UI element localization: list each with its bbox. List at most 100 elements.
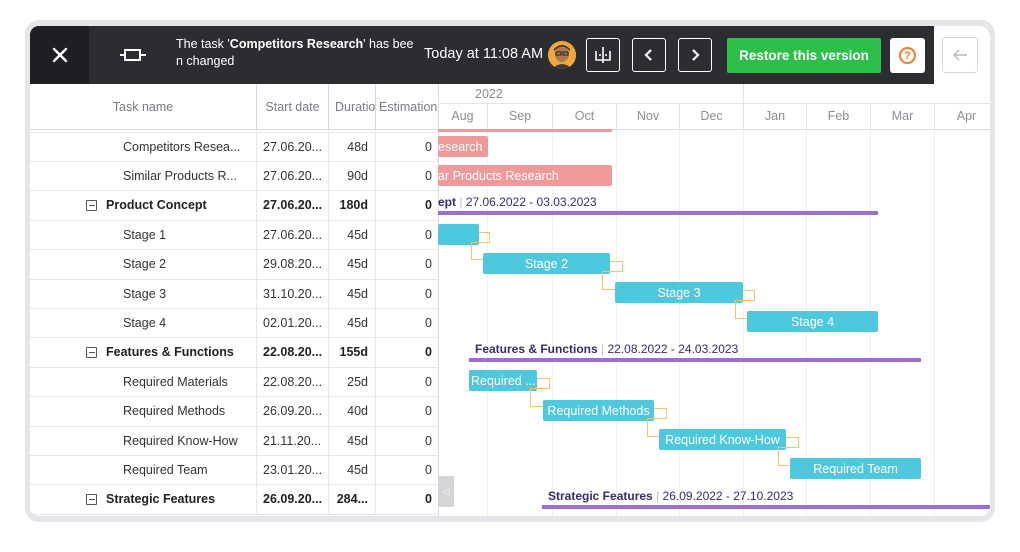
task-bar-competitors-research[interactable]: esearch	[438, 136, 488, 157]
duration-cell[interactable]: 284...	[329, 484, 376, 514]
duration-cell[interactable]: 25d	[329, 367, 376, 397]
task-grid: Task name Start date Duration Estimation…	[30, 84, 439, 516]
start-date-cell[interactable]: 27.06.20...	[257, 161, 329, 191]
grid-collapse-handle[interactable]: ◁	[438, 476, 454, 507]
duration-cell[interactable]: 45d	[329, 426, 376, 455]
duration-cell[interactable]: 40d	[329, 396, 376, 426]
estimation-cell[interactable]: 0	[425, 492, 432, 507]
duration-cell[interactable]: 45d	[329, 249, 376, 279]
start-date-cell[interactable]: 22.08.20...	[257, 337, 329, 367]
column-start-date[interactable]: Start date	[257, 84, 329, 129]
grid-row[interactable]: Stage 1 27.06.20... 45d 0	[30, 220, 438, 251]
duration-cell[interactable]: 155d	[329, 337, 376, 367]
grid-header: Task name Start date Duration Estimation	[30, 84, 438, 130]
partial-row	[30, 129, 438, 133]
task-bar-required-materials[interactable]: Required ...	[469, 370, 537, 391]
task-name-cell[interactable]: Features & Functions	[30, 337, 257, 367]
start-date-cell[interactable]: 26.09.20...	[257, 484, 329, 514]
start-date-cell[interactable]: 22.08.20...	[257, 367, 329, 397]
grid-row[interactable]: Strategic Features 26.09.20... 284... 0	[30, 484, 438, 515]
compare-toggle-button[interactable]	[586, 38, 620, 72]
close-button[interactable]	[30, 26, 89, 84]
summary-bar-product-concept[interactable]	[438, 211, 878, 215]
estimation-cell[interactable]: 0	[425, 139, 432, 154]
grid-row[interactable]: Stage 4 02.01.20... 45d 0	[30, 308, 438, 339]
help-button[interactable]: ?	[890, 38, 925, 73]
column-estimation[interactable]: Estimation	[379, 99, 438, 114]
task-name-cell[interactable]: Required Know-How	[30, 426, 257, 455]
duration-cell[interactable]: 45d	[329, 308, 376, 338]
grid-row[interactable]: Similar Products R... 27.06.20... 90d 0	[30, 161, 438, 192]
task-name-cell[interactable]: Competitors Resea...	[30, 132, 257, 161]
task-name-cell[interactable]: Required Methods	[30, 396, 257, 426]
start-date-cell[interactable]: 23.01.20...	[257, 455, 329, 485]
start-date-cell[interactable]: 27.06.20...	[257, 132, 329, 161]
grid-row[interactable]: Required Team 23.01.20... 45d 0	[30, 455, 438, 486]
task-bar-similar-products-research[interactable]: ar Products Research	[438, 165, 612, 186]
duration-cell[interactable]: 45d	[329, 455, 376, 485]
start-date-cell[interactable]: 27.06.20...	[257, 220, 329, 250]
estimation-cell[interactable]: 0	[425, 198, 432, 213]
task-bar-partial[interactable]	[438, 129, 612, 132]
task-name-cell[interactable]: Stage 2	[30, 249, 257, 279]
duration-cell[interactable]: 180d	[329, 190, 376, 220]
grid-row[interactable]: Stage 3 31.10.20... 45d 0	[30, 279, 438, 309]
estimation-cell[interactable]: 0	[425, 315, 432, 330]
duration-cell[interactable]: 90d	[329, 161, 376, 191]
estimation-cell[interactable]: 0	[425, 286, 432, 301]
estimation-cell[interactable]: 0	[425, 462, 432, 477]
task-name-cell[interactable]: Stage 1	[30, 220, 257, 250]
task-name-cell[interactable]: Stage 3	[30, 279, 257, 308]
grid-row[interactable]: Required Methods 26.09.20... 40d 0	[30, 396, 438, 427]
task-bar-required-know-how[interactable]: Required Know-How	[659, 429, 786, 450]
grid-row[interactable]: Stage 2 29.08.20... 45d 0	[30, 249, 438, 280]
task-bar-stage-1[interactable]	[438, 224, 479, 245]
estimation-cell[interactable]: 0	[425, 227, 432, 242]
previous-version-button[interactable]	[632, 38, 666, 72]
start-date-cell[interactable]: 21.11.20...	[257, 426, 329, 455]
start-date-cell[interactable]: 26.09.20...	[257, 396, 329, 426]
estimation-cell[interactable]: 0	[425, 433, 432, 448]
estimation-cell[interactable]: 0	[425, 374, 432, 389]
task-name-cell[interactable]: Strategic Features	[30, 484, 257, 514]
dependency-link	[786, 437, 799, 447]
task-name-cell[interactable]: Similar Products R...	[30, 161, 257, 191]
estimation-cell[interactable]: 0	[425, 404, 432, 419]
start-date-cell[interactable]: 02.01.20...	[257, 308, 329, 338]
task-name-cell[interactable]: Product Concept	[30, 190, 257, 220]
collapse-toggle-icon[interactable]	[86, 493, 97, 505]
start-date-cell[interactable]: 27.06.20...	[257, 190, 329, 220]
column-duration[interactable]: Duration	[329, 84, 376, 129]
task-name-cell[interactable]: Required Materials	[30, 367, 257, 397]
collapse-toggle-icon[interactable]	[86, 346, 97, 358]
summary-bar-features-functions[interactable]	[469, 358, 921, 362]
task-bar-required-team[interactable]: Required Team	[790, 458, 921, 479]
task-bar-stage-4[interactable]: Stage 4	[747, 311, 878, 332]
estimation-cell[interactable]: 0	[425, 257, 432, 272]
grid-row[interactable]: Features & Functions 22.08.20... 155d 0	[30, 337, 438, 368]
task-bar-stage-2[interactable]: Stage 2	[483, 253, 610, 274]
next-version-button[interactable]	[678, 38, 712, 72]
start-date-cell[interactable]: 29.08.20...	[257, 249, 329, 279]
restore-version-button[interactable]: Restore this version	[727, 38, 881, 73]
grid-row[interactable]: Product Concept 27.06.20... 180d 0	[30, 190, 438, 221]
duration-cell[interactable]: 45d	[329, 220, 376, 250]
task-bar-stage-3[interactable]: Stage 3	[615, 282, 743, 303]
grid-row[interactable]: Competitors Resea... 27.06.20... 48d 0	[30, 132, 438, 162]
duration-cell[interactable]: 48d	[329, 132, 376, 161]
back-button[interactable]	[942, 37, 978, 73]
estimation-cell[interactable]: 0	[425, 168, 432, 183]
start-date-cell[interactable]: 31.10.20...	[257, 279, 329, 308]
month-label: Feb	[806, 103, 870, 129]
task-name-cell[interactable]: Required Team	[30, 455, 257, 485]
grid-row[interactable]: Required Know-How 21.11.20... 45d 0	[30, 426, 438, 456]
grid-row[interactable]: Required Materials 22.08.20... 25d 0	[30, 367, 438, 398]
change-message: The task 'Competitors Research' has been…	[176, 37, 414, 68]
collapse-toggle-icon[interactable]	[86, 199, 97, 211]
task-bar-required-methods[interactable]: Required Methods	[543, 400, 654, 421]
estimation-cell[interactable]: 0	[425, 345, 432, 360]
task-name-cell[interactable]: Stage 4	[30, 308, 257, 338]
column-task-name[interactable]: Task name	[30, 84, 257, 129]
duration-cell[interactable]: 45d	[329, 279, 376, 308]
summary-bar-strategic-features[interactable]	[542, 505, 990, 509]
